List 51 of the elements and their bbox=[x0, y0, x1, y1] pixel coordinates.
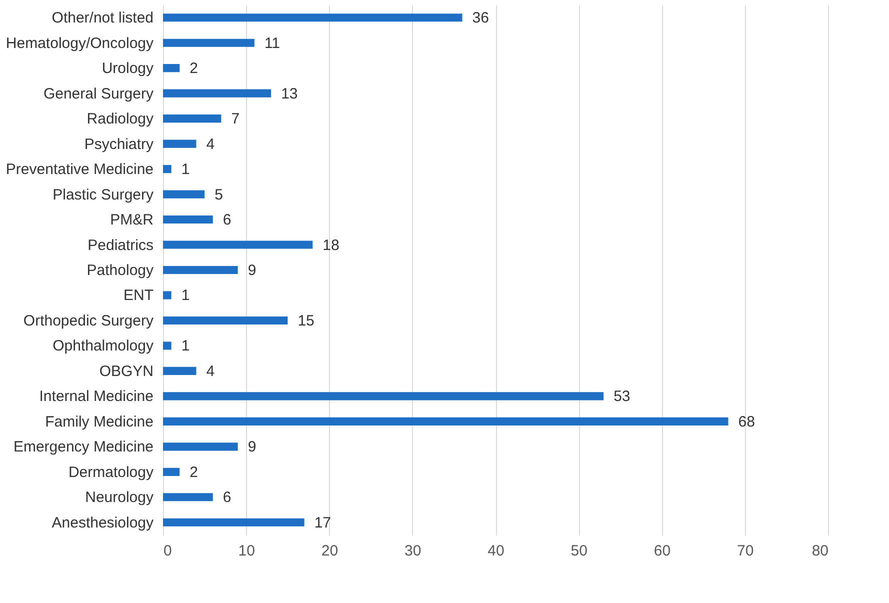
data-label: 15 bbox=[298, 312, 314, 330]
y-tick-label: Dermatology bbox=[68, 464, 154, 481]
y-tick-label: Hematology/Oncology bbox=[6, 34, 154, 52]
y-tick-label: Other/not listed bbox=[52, 10, 154, 27]
y-tick-label: Neurology bbox=[85, 489, 154, 506]
y-tick-label: Ophthalmology bbox=[52, 338, 154, 355]
data-label: 9 bbox=[248, 262, 256, 279]
data-label: 1 bbox=[181, 161, 190, 178]
y-tick-label: Emergency Medicine bbox=[13, 438, 154, 456]
data-label: 53 bbox=[614, 388, 630, 406]
data-label: 2 bbox=[190, 60, 198, 78]
y-tick-label: ENT bbox=[124, 287, 154, 304]
data-label: 4 bbox=[206, 362, 215, 380]
x-tick-label: 50 bbox=[570, 542, 588, 560]
x-tick-label: 60 bbox=[654, 542, 671, 560]
x-tick-label: 30 bbox=[404, 542, 422, 560]
y-tick-label: Psychiatry bbox=[84, 136, 154, 153]
y-tick-label: Pediatrics bbox=[88, 236, 154, 254]
data-label: 36 bbox=[472, 10, 489, 27]
y-tick-label: OBGYN bbox=[99, 362, 154, 380]
x-tick-label: 20 bbox=[321, 542, 338, 560]
data-label: 5 bbox=[214, 186, 223, 204]
y-tick-label: Internal Medicine bbox=[39, 388, 154, 406]
y-tick-label: General Surgery bbox=[43, 85, 154, 102]
data-label: 7 bbox=[231, 110, 240, 128]
y-tick-label: Radiology bbox=[86, 110, 154, 128]
data-label: 13 bbox=[281, 85, 298, 102]
x-tick-label: 40 bbox=[488, 542, 504, 560]
data-label: 6 bbox=[222, 489, 232, 506]
data-label: 2 bbox=[190, 464, 198, 481]
y-tick-label: Preventative Medicine bbox=[6, 161, 154, 178]
y-tick-label: Urology bbox=[102, 60, 154, 78]
data-label: 1 bbox=[181, 287, 190, 304]
y-tick-label: Pathology bbox=[86, 262, 154, 279]
data-label: 1 bbox=[181, 338, 190, 355]
y-tick-label: PM&R bbox=[110, 212, 154, 229]
data-label: 18 bbox=[322, 236, 340, 254]
data-label: 9 bbox=[248, 438, 256, 456]
data-label: 11 bbox=[264, 34, 280, 52]
x-tick-label: 0 bbox=[164, 542, 172, 560]
x-tick-label: 10 bbox=[238, 542, 255, 560]
data-label: 17 bbox=[314, 514, 331, 532]
data-label: 6 bbox=[222, 212, 232, 229]
x-tick-label: 70 bbox=[737, 542, 754, 560]
y-tick-label: Family Medicine bbox=[45, 413, 154, 430]
y-tick-label: Anesthesiology bbox=[52, 514, 154, 532]
data-label: 68 bbox=[738, 413, 755, 430]
x-tick-label: 80 bbox=[812, 542, 828, 560]
data-label: 4 bbox=[206, 136, 215, 153]
y-tick-label: Orthopedic Surgery bbox=[23, 312, 154, 330]
y-tick-label: Plastic Surgery bbox=[52, 186, 154, 204]
